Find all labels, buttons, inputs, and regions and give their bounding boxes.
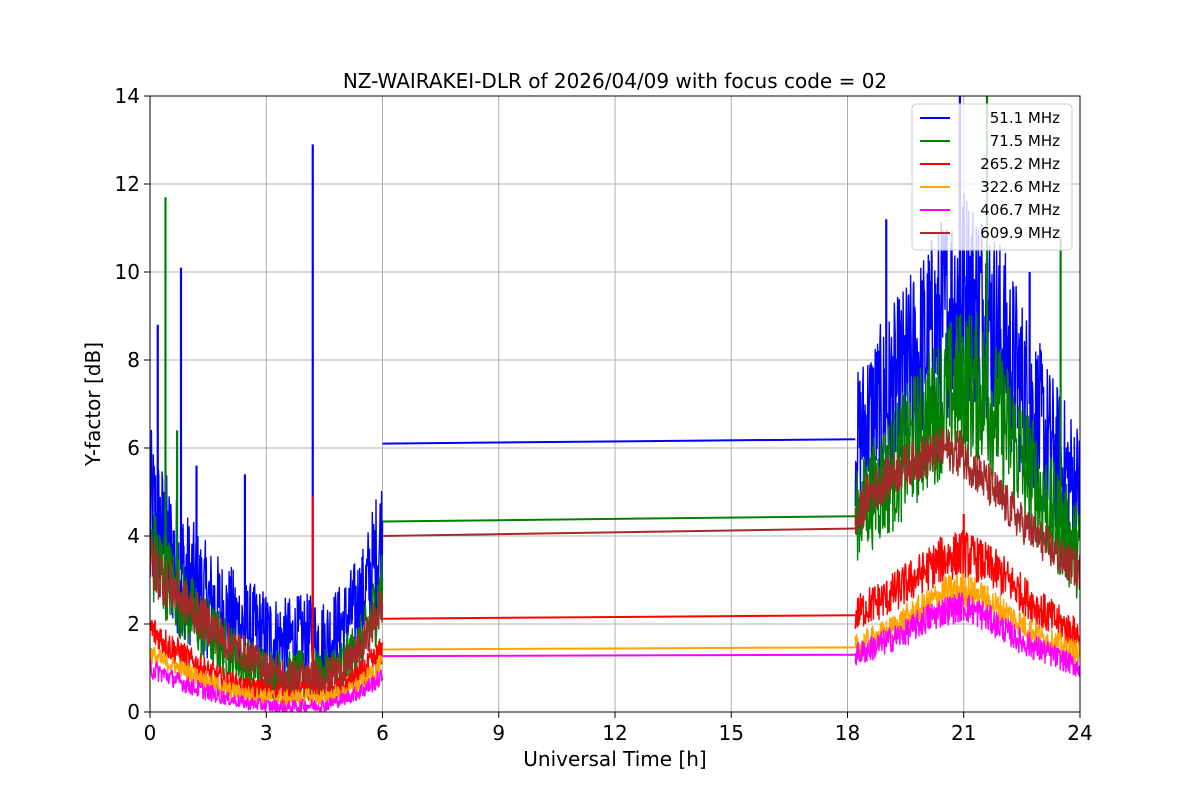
x-tick-label: 24 — [1067, 721, 1092, 745]
y-tick-label: 6 — [127, 436, 140, 460]
x-tick-label: 15 — [719, 721, 744, 745]
x-axis: 0 3 6 9 12 15 18 21 24 — [144, 712, 1093, 745]
y-axis: 0 2 4 6 8 10 12 14 — [115, 84, 150, 724]
series-line — [150, 426, 1080, 695]
series-noise — [150, 592, 1080, 712]
chart-title: NZ-WAIRAKEI-DLR of 2026/04/09 with focus… — [343, 69, 887, 93]
x-tick-label: 3 — [260, 721, 273, 745]
x-axis-label: Universal Time [h] — [523, 747, 706, 771]
series-gap-bridge — [382, 614, 856, 620]
series-gap-bridge — [382, 646, 856, 651]
x-tick-label: 0 — [144, 721, 157, 745]
series-layer — [150, 96, 1080, 712]
legend: 51.1 MHz 71.5 MHz 265.2 MHz 322.6 MHz 406.7… — [911, 103, 1073, 251]
y-axis-label: Y-factor [dB] — [81, 342, 105, 467]
y-tick-label: 14 — [115, 84, 140, 108]
series-gap-bridge — [382, 527, 856, 537]
y-tick-label: 0 — [127, 700, 140, 724]
legend-box — [911, 103, 1073, 251]
x-tick-label: 18 — [835, 721, 860, 745]
legend-label: 265.2 MHz — [980, 155, 1060, 173]
x-tick-label: 9 — [492, 721, 505, 745]
y-tick-label: 12 — [115, 172, 140, 196]
legend-label: 51.1 MHz — [990, 109, 1060, 127]
series-gap-bridge — [382, 515, 856, 523]
x-tick-label: 6 — [376, 721, 389, 745]
series-gap-bridge — [382, 653, 856, 658]
y-tick-label: 4 — [127, 524, 140, 548]
y-tick-label: 8 — [127, 348, 140, 372]
legend-label: 609.9 MHz — [980, 224, 1060, 242]
legend-label: 406.7 MHz — [980, 201, 1060, 219]
y-tick-label: 2 — [127, 612, 140, 636]
series-line — [150, 592, 1080, 712]
series-gap-bridge — [382, 438, 856, 445]
series-noise — [150, 426, 1080, 695]
x-tick-label: 21 — [951, 721, 976, 745]
legend-label: 71.5 MHz — [990, 132, 1060, 150]
y-tick-label: 10 — [115, 260, 140, 284]
legend-label: 322.6 MHz — [980, 178, 1060, 196]
x-tick-label: 12 — [602, 721, 627, 745]
